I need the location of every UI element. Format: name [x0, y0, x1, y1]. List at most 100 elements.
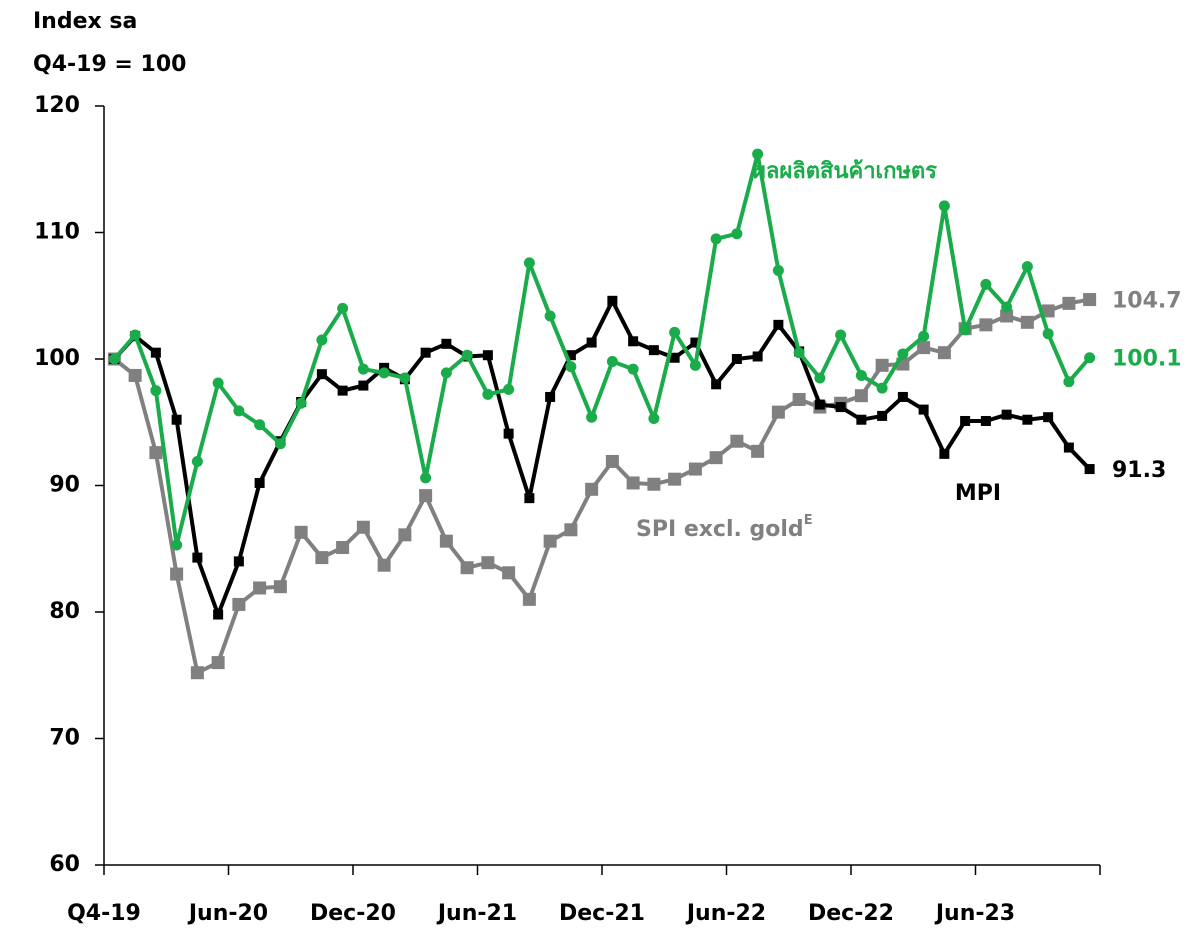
- point: [897, 348, 909, 360]
- series-label: SPI excl. goldE: [636, 513, 813, 543]
- point: [254, 477, 265, 488]
- point: [461, 349, 473, 361]
- x-tick-label: Jun-21: [436, 901, 517, 926]
- point: [233, 405, 245, 417]
- point: [129, 329, 141, 341]
- point: [482, 350, 493, 361]
- series-name: MPI: [955, 481, 1001, 506]
- point: [441, 338, 452, 349]
- point: [336, 540, 350, 554]
- point: [835, 402, 846, 413]
- y-tick-label: 100: [34, 346, 80, 371]
- point: [709, 451, 723, 465]
- point: [814, 372, 826, 384]
- point: [108, 353, 120, 365]
- point: [648, 412, 660, 424]
- point: [1063, 376, 1075, 388]
- point: [337, 385, 348, 396]
- y-tick-label: 80: [49, 599, 80, 624]
- series-name: ผลผลิตสินค้าเกษตร: [753, 159, 937, 184]
- point: [628, 336, 639, 347]
- point: [294, 525, 308, 539]
- point: [190, 666, 204, 680]
- x-tick-label: Dec-22: [808, 901, 894, 926]
- point: [232, 597, 246, 611]
- point: [564, 523, 578, 537]
- point: [316, 334, 328, 346]
- point: [522, 592, 536, 606]
- point: [316, 369, 327, 380]
- y-axis-title: Index sa: [33, 9, 137, 34]
- x-tick-label: Dec-20: [310, 901, 396, 926]
- point: [669, 352, 680, 363]
- point: [918, 404, 929, 415]
- point: [378, 367, 390, 379]
- point: [751, 444, 765, 458]
- point: [752, 351, 763, 362]
- point: [1043, 412, 1054, 423]
- point: [150, 385, 162, 397]
- point: [938, 200, 950, 212]
- y-tick-label: 60: [49, 852, 80, 877]
- point: [854, 389, 868, 403]
- point: [771, 405, 785, 419]
- point: [1063, 442, 1074, 453]
- series-line: [112, 298, 1092, 617]
- end-value-label: 100.1: [1112, 347, 1182, 372]
- point: [1000, 309, 1014, 323]
- point: [605, 454, 619, 468]
- point: [690, 337, 701, 348]
- point: [544, 310, 556, 322]
- point: [979, 318, 993, 332]
- x-tick-label: Q4-19: [67, 901, 141, 926]
- point: [482, 388, 494, 400]
- point: [586, 337, 597, 348]
- point: [524, 493, 535, 504]
- point: [565, 350, 576, 361]
- point: [917, 341, 931, 355]
- point: [980, 278, 992, 290]
- point: [731, 354, 742, 364]
- point: [440, 367, 452, 379]
- point: [731, 228, 743, 240]
- x-tick-label: Jun-23: [934, 901, 1015, 926]
- point: [669, 326, 681, 338]
- point: [315, 551, 329, 565]
- x-tick-label: Dec-21: [559, 901, 645, 926]
- point: [399, 372, 411, 384]
- point: [274, 438, 286, 450]
- point: [357, 363, 369, 375]
- point: [585, 482, 599, 496]
- point: [1084, 352, 1096, 364]
- point: [1062, 296, 1076, 310]
- point: [213, 609, 224, 620]
- point: [772, 264, 784, 276]
- point: [1042, 328, 1054, 340]
- y-tick-label: 70: [49, 726, 80, 751]
- point: [192, 552, 203, 563]
- point: [502, 566, 516, 580]
- point: [627, 363, 639, 375]
- point: [254, 419, 266, 431]
- y-tick-label: 90: [49, 473, 80, 498]
- point: [171, 414, 182, 425]
- point: [939, 448, 950, 459]
- y-axis-title: Q4-19 = 100: [33, 52, 186, 77]
- point: [793, 347, 805, 359]
- point: [543, 534, 557, 548]
- point: [918, 330, 930, 342]
- point: [565, 361, 577, 373]
- point: [128, 368, 142, 382]
- y-tick-label: 110: [34, 220, 80, 245]
- point: [875, 358, 889, 372]
- point: [481, 556, 495, 570]
- point: [647, 477, 661, 491]
- point: [586, 411, 598, 423]
- point: [171, 539, 183, 551]
- point: [149, 446, 163, 460]
- x-tick-label: Jun-22: [685, 901, 766, 926]
- point: [545, 391, 556, 402]
- series-label: ผลผลิตสินค้าเกษตร: [753, 159, 937, 184]
- point: [356, 520, 370, 534]
